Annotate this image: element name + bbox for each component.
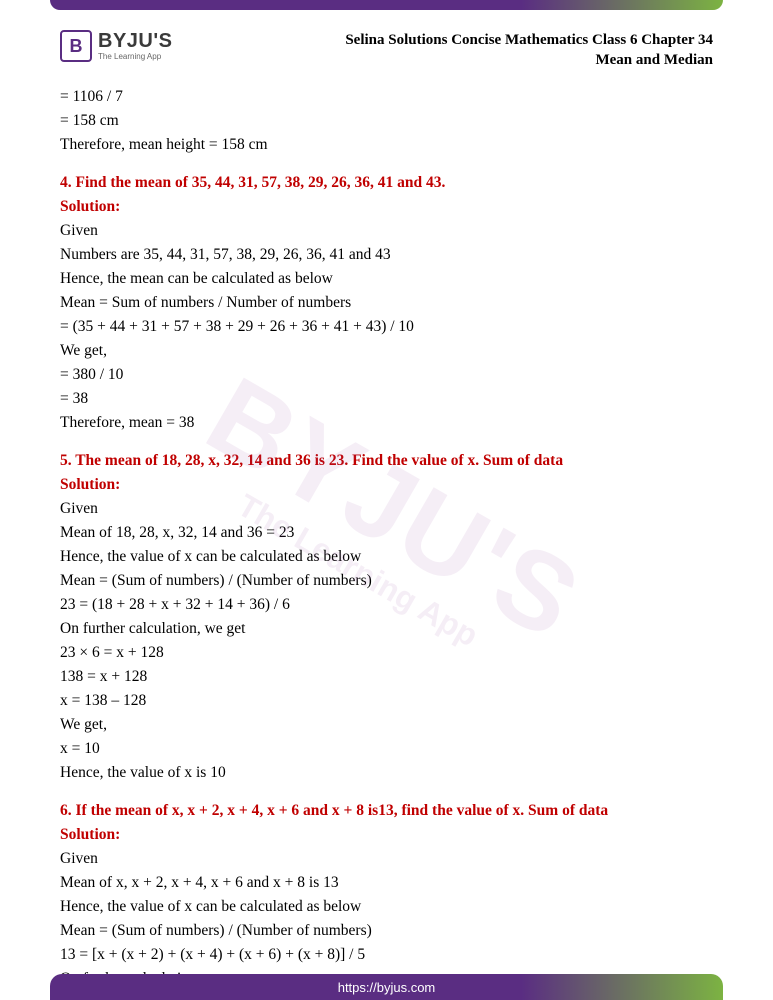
document-title: Selina Solutions Concise Mathematics Cla… — [345, 30, 713, 71]
text-line: Mean = (Sum of numbers) / (Number of num… — [60, 569, 713, 593]
text-line: We get, — [60, 713, 713, 737]
page-header: B BYJU'S The Learning App Selina Solutio… — [0, 10, 773, 79]
text-line: We get, — [60, 339, 713, 363]
text-line: 23 × 6 = x + 128 — [60, 641, 713, 665]
text-line: x = 138 – 128 — [60, 689, 713, 713]
text-line: 13 = [x + (x + 2) + (x + 4) + (x + 6) + … — [60, 943, 713, 967]
logo-text: BYJU'S The Learning App — [98, 31, 172, 61]
text-line: = 1106 / 7 — [60, 85, 713, 109]
footer-url: https://byjus.com — [338, 980, 436, 995]
text-line: Mean of x, x + 2, x + 4, x + 6 and x + 8… — [60, 871, 713, 895]
question-5-block: 5. The mean of 18, 28, x, 32, 14 and 36 … — [60, 449, 713, 785]
logo-icon: B — [60, 30, 92, 62]
solution-label: Solution: — [60, 823, 713, 847]
text-line: Given — [60, 219, 713, 243]
text-line: Given — [60, 497, 713, 521]
text-line: = (35 + 44 + 31 + 57 + 38 + 29 + 26 + 36… — [60, 315, 713, 339]
question-6-block: 6. If the mean of x, x + 2, x + 4, x + 6… — [60, 799, 713, 991]
text-line: = 38 — [60, 387, 713, 411]
text-line: Hence, the value of x is 10 — [60, 761, 713, 785]
page-content: = 1106 / 7 = 158 cm Therefore, mean heig… — [0, 79, 773, 992]
text-line: Hence, the value of x can be calculated … — [60, 895, 713, 919]
text-line: Hence, the mean can be calculated as bel… — [60, 267, 713, 291]
text-line: Given — [60, 847, 713, 871]
logo-brand: BYJU'S — [98, 31, 172, 51]
text-line: On further calculation, we get — [60, 617, 713, 641]
text-line: Mean = Sum of numbers / Number of number… — [60, 291, 713, 315]
text-line: x = 10 — [60, 737, 713, 761]
text-line: Therefore, mean height = 158 cm — [60, 133, 713, 157]
text-line: Mean = (Sum of numbers) / (Number of num… — [60, 919, 713, 943]
solution-label: Solution: — [60, 473, 713, 497]
text-line: 23 = (18 + 28 + x + 32 + 14 + 36) / 6 — [60, 593, 713, 617]
title-line-2: Mean and Median — [345, 50, 713, 70]
solution-label: Solution: — [60, 195, 713, 219]
text-line: = 158 cm — [60, 109, 713, 133]
text-line: = 380 / 10 — [60, 363, 713, 387]
question-5-text: 5. The mean of 18, 28, x, 32, 14 and 36 … — [60, 449, 713, 473]
text-line: Hence, the value of x can be calculated … — [60, 545, 713, 569]
text-line: Numbers are 35, 44, 31, 57, 38, 29, 26, … — [60, 243, 713, 267]
logo-tagline: The Learning App — [98, 53, 172, 61]
intro-block: = 1106 / 7 = 158 cm Therefore, mean heig… — [60, 85, 713, 157]
page-top-border — [50, 0, 723, 10]
question-4-block: 4. Find the mean of 35, 44, 31, 57, 38, … — [60, 171, 713, 435]
question-6-text: 6. If the mean of x, x + 2, x + 4, x + 6… — [60, 799, 713, 823]
page-footer: https://byjus.com — [50, 974, 723, 1000]
title-line-1: Selina Solutions Concise Mathematics Cla… — [345, 30, 713, 50]
text-line: 138 = x + 128 — [60, 665, 713, 689]
text-line: Therefore, mean = 38 — [60, 411, 713, 435]
text-line: Mean of 18, 28, x, 32, 14 and 36 = 23 — [60, 521, 713, 545]
logo: B BYJU'S The Learning App — [60, 30, 172, 62]
question-4-text: 4. Find the mean of 35, 44, 31, 57, 38, … — [60, 171, 713, 195]
